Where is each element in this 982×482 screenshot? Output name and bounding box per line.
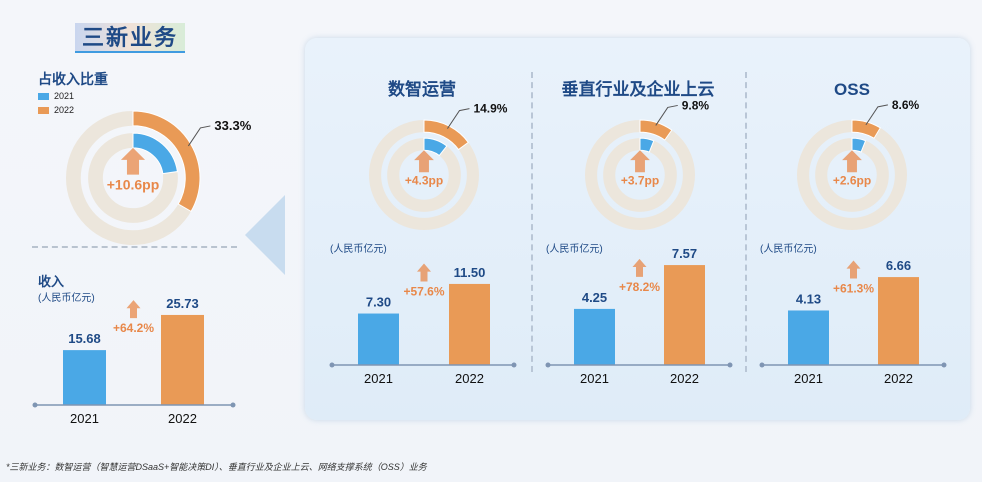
change-label: +10.6pp (107, 176, 160, 192)
change-label: +4.3pp (405, 173, 443, 187)
growth-label: +61.3% (833, 281, 874, 295)
change-label: +2.6pp (833, 173, 871, 187)
bar-value-label: 6.66 (886, 258, 911, 273)
axis-end-dot (759, 362, 765, 368)
x-tick-label: 2022 (168, 411, 197, 426)
legend-2021: 2021 (38, 91, 74, 102)
bar-value-label: 4.25 (582, 290, 607, 305)
panel-title-digital-ops: 数智运营 (388, 80, 456, 99)
bar-2022 (449, 283, 490, 365)
donut-slice-2022 (423, 119, 469, 151)
growth-label: +78.2% (619, 280, 660, 294)
donut-slice-2022 (851, 119, 881, 139)
bar-2021 (358, 313, 399, 365)
change-label: +3.7pp (621, 173, 659, 187)
revenue-unit: (人民币亿元) (38, 293, 95, 304)
x-tick-label: 2022 (455, 371, 484, 386)
up-arrow-icon (120, 147, 146, 175)
divider (745, 72, 747, 372)
x-tick-label: 2022 (884, 371, 913, 386)
legend-swatch (38, 107, 49, 114)
bar-value-label: 4.13 (796, 291, 821, 306)
bar-2021 (788, 310, 829, 365)
bar-2022 (664, 265, 705, 365)
bar-2022 (878, 277, 919, 365)
x-tick-label: 2022 (670, 371, 699, 386)
bar-value-label: 11.50 (454, 265, 486, 280)
leader-line (865, 104, 888, 126)
bar-value-label: 25.73 (166, 296, 199, 311)
axis-end-dot (511, 362, 517, 368)
unit-label: (人民币亿元) (330, 244, 387, 255)
axis-end-dot (941, 362, 947, 368)
up-arrow-icon (846, 260, 861, 279)
up-arrow-icon (126, 300, 141, 319)
bar-value-label: 7.57 (672, 246, 697, 261)
legend-2022: 2022 (38, 105, 74, 116)
divider (32, 246, 237, 248)
panel-title-vertical-cloud: 垂直行业及企业上云 (561, 80, 715, 99)
section-title: 三新业务 (75, 23, 185, 53)
leader-line (655, 104, 678, 126)
share-label: 8.6% (892, 98, 920, 112)
donut-slice-2022 (132, 110, 201, 213)
x-tick-label: 2021 (70, 411, 99, 426)
share-label: 9.8% (682, 98, 710, 112)
divider (531, 72, 533, 372)
share-label: 33.3% (214, 118, 251, 133)
bar-2022 (161, 314, 204, 405)
axis-end-dot (329, 362, 335, 368)
legend-label: 2021 (54, 91, 75, 101)
up-arrow-icon (630, 150, 650, 173)
axis-end-dot (230, 402, 236, 408)
donut-slice-2021 (132, 132, 178, 175)
leader-line (187, 125, 211, 147)
donut-slice-2021 (423, 137, 448, 157)
share-label: 14.9% (473, 102, 507, 116)
bar-2021 (63, 350, 106, 405)
donut-slice-2021 (639, 137, 655, 153)
legend-label: 2022 (54, 105, 75, 115)
axis-end-dot (32, 402, 38, 408)
unit-label: (人民币亿元) (760, 244, 817, 255)
up-arrow-icon (632, 258, 647, 277)
bar-value-label: 15.68 (68, 331, 101, 346)
growth-label: +57.6% (403, 285, 444, 299)
legend-swatch (38, 93, 49, 100)
revenue-title: 收入 (38, 274, 65, 289)
leader-line (447, 108, 470, 129)
donut-slice-2022 (639, 119, 673, 141)
arrow-left-icon (245, 195, 285, 275)
bar-value-label: 7.30 (366, 295, 391, 310)
share-title: 占收入比重 (38, 71, 108, 87)
x-tick-label: 2021 (364, 371, 393, 386)
x-tick-label: 2021 (794, 371, 823, 386)
growth-label: +64.2% (113, 321, 154, 335)
donut-slice-2021 (851, 137, 867, 153)
up-arrow-icon (414, 150, 434, 173)
unit-label: (人民币亿元) (546, 244, 603, 255)
axis-end-dot (545, 362, 551, 368)
up-arrow-icon (417, 263, 431, 282)
up-arrow-icon (842, 150, 862, 173)
bar-2021 (574, 308, 615, 365)
x-tick-label: 2021 (580, 371, 609, 386)
panel-title-oss: OSS (834, 80, 870, 99)
axis-end-dot (727, 362, 733, 368)
footnote: *三新业务：数智运营（智慧运营DSaaS+智能决策DI）、垂直行业及企业上云、网… (6, 462, 427, 472)
